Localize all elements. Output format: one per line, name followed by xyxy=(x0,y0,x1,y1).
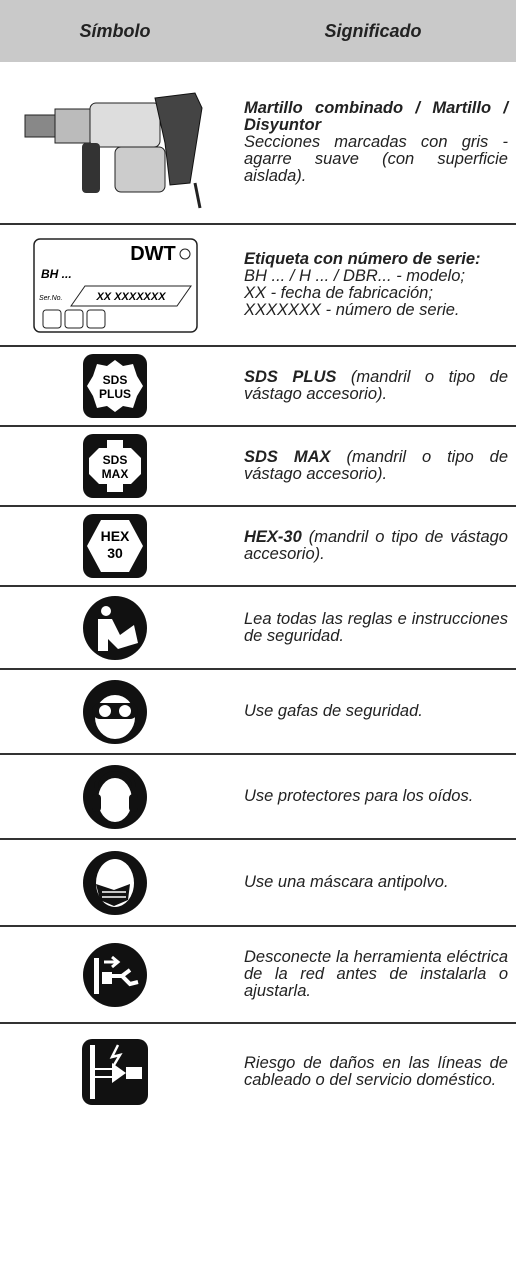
page: Símbolo Significado Martillo combinado /… xyxy=(0,0,516,1119)
table-row: HEX 30 HEX-30 (mandril o tipo de vástago… xyxy=(0,507,516,587)
table-row: Lea todas las reglas e instrucciones de … xyxy=(0,587,516,670)
meaning-text: (mandril o tipo de vástago accesorio). xyxy=(244,528,508,563)
sds-plus-icon: SDS PLUS xyxy=(83,354,147,418)
meaning-text: XX - fecha de fabricación; xyxy=(244,284,433,302)
meaning-text: (mandril o tipo de vástago accesorio). xyxy=(244,448,508,483)
meaning-cell: HEX-30 (mandril o tipo de vástago acceso… xyxy=(230,529,516,563)
meaning-cell: Lea todas las reglas e instrucciones de … xyxy=(230,609,516,645)
dust-mask-icon xyxy=(83,850,147,915)
table-row: Martillo combinado / Martillo / Disyunto… xyxy=(0,62,516,225)
symbol-cell: HEX 30 xyxy=(0,514,230,578)
meaning-bold: SDS MAX xyxy=(244,448,331,466)
meaning-cell: Use una máscara antipolvo. xyxy=(230,874,516,891)
table-row: SDS PLUS SDS PLUS (mandril o tipo de vás… xyxy=(0,347,516,427)
icon-text: PLUS xyxy=(99,387,131,401)
table-row: Use protectores para los oídos. xyxy=(0,755,516,840)
meaning-bold: Etiqueta con número de serie: xyxy=(244,250,481,268)
meaning-text: Use gafas de seguridad. xyxy=(244,702,423,720)
meaning-text: Use protectores para los oídos. xyxy=(244,787,474,805)
table-row: Riesgo de daños en las líneas de cablead… xyxy=(0,1024,516,1119)
table-row: DWT BH ... Ser.No. XX XXXXXXX Etiqueta c… xyxy=(0,225,516,347)
symbol-cell: SDS MAX xyxy=(0,434,230,498)
ear-protection-icon xyxy=(83,764,147,829)
meaning-bold: Martillo combinado / Martillo / Disyunto… xyxy=(244,99,508,134)
meaning-text: (mandril o tipo de vástago accesorio). xyxy=(244,368,508,403)
meaning-text: Secciones marcadas con gris - agarre sua… xyxy=(244,133,508,185)
meaning-text: Desconecte la herramienta eléctrica de l… xyxy=(244,948,508,1000)
table-row: Use gafas de seguridad. xyxy=(0,670,516,755)
meaning-cell: Use gafas de seguridad. xyxy=(230,703,516,720)
symbol-cell: DWT BH ... Ser.No. XX XXXXXXX xyxy=(0,237,230,333)
sds-max-icon: SDS MAX xyxy=(83,434,147,498)
label-brand: DWT xyxy=(130,243,176,265)
meaning-bold: SDS PLUS xyxy=(244,368,337,386)
meaning-cell: SDS PLUS (mandril o tipo de vástago acce… xyxy=(230,369,516,403)
icon-text: HEX xyxy=(101,528,130,544)
icon-text: SDS xyxy=(103,373,128,387)
symbol-cell xyxy=(0,1038,230,1105)
meaning-text: Use una máscara antipolvo. xyxy=(244,873,449,891)
icon-text: MAX xyxy=(102,467,129,481)
header-symbol: Símbolo xyxy=(79,20,151,41)
meaning-cell: Desconecte la herramienta eléctrica de l… xyxy=(230,949,516,1000)
drill-icon xyxy=(24,91,203,208)
icon-text: SDS xyxy=(103,453,128,467)
meaning-cell: Riesgo de daños en las líneas de cablead… xyxy=(230,1053,516,1089)
symbol-cell xyxy=(0,679,230,745)
table-row: SDS MAX SDS MAX (mandril o tipo de vásta… xyxy=(0,427,516,507)
meaning-cell: Use protectores para los oídos. xyxy=(230,788,516,805)
hidden-wiring-icon xyxy=(82,1038,148,1105)
meaning-cell: Etiqueta con número de serie: BH ... / H… xyxy=(230,251,516,319)
meaning-bold: HEX-30 xyxy=(244,528,302,546)
label-model: BH ... xyxy=(41,267,72,281)
table-row: Use una máscara antipolvo. xyxy=(0,840,516,927)
manual-icon xyxy=(83,595,147,660)
symbol-cell xyxy=(0,73,230,213)
meaning-text: BH ... / H ... / DBR... - modelo; xyxy=(244,267,465,285)
meaning-cell: Martillo combinado / Martillo / Disyunto… xyxy=(230,100,516,185)
label-serial-caption: Ser.No. xyxy=(39,295,63,302)
meaning-text: Lea todas las reglas e instrucciones de … xyxy=(244,609,508,645)
symbol-cell xyxy=(0,850,230,916)
icon-text: 30 xyxy=(107,545,123,561)
goggles-icon xyxy=(83,679,147,744)
table-row: Desconecte la herramienta eléctrica de l… xyxy=(0,927,516,1024)
symbol-cell xyxy=(0,942,230,1008)
symbol-cell xyxy=(0,764,230,830)
hex-icon: HEX 30 xyxy=(83,514,147,578)
symbol-cell xyxy=(0,595,230,661)
table-header: Símbolo Significado xyxy=(0,0,516,62)
meaning-text: Riesgo de daños en las líneas de cablead… xyxy=(244,1053,508,1089)
serial-label-icon: DWT BH ... Ser.No. XX XXXXXXX xyxy=(32,237,198,333)
meaning-cell: SDS MAX (mandril o tipo de vástago acces… xyxy=(230,449,516,483)
symbol-cell: SDS PLUS xyxy=(0,354,230,418)
meaning-text: XXXXXXX - número de serie. xyxy=(244,301,460,319)
header-meaning: Significado xyxy=(324,20,422,41)
unplug-icon xyxy=(83,942,147,1007)
label-serial: XX XXXXXXX xyxy=(95,291,166,303)
